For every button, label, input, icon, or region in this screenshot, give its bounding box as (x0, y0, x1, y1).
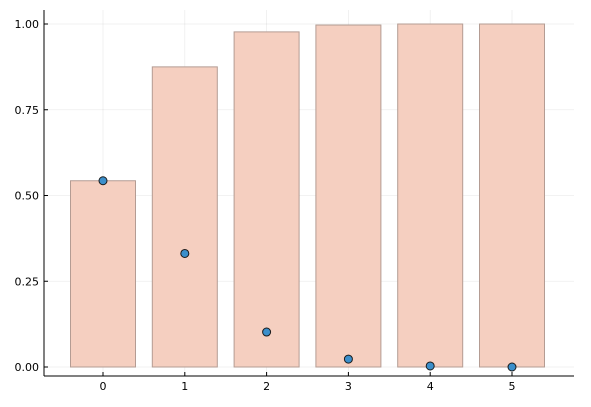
scatter-series (98, 176, 517, 372)
y-tick-label: 1.00 (15, 18, 40, 31)
y-tick-label: 0.25 (15, 275, 40, 288)
bar (151, 66, 218, 368)
scatter-point (180, 248, 190, 258)
bar-series (70, 23, 545, 368)
scatter-point (425, 361, 435, 371)
scatter-point (98, 176, 108, 186)
x-tick-label: 2 (263, 380, 270, 393)
scatter-point (507, 362, 517, 372)
tick-labels: 0.00 0.25 0.50 0.75 1.00 0 1 2 3 4 5 (15, 18, 516, 393)
bar (479, 23, 545, 368)
bar (233, 31, 300, 368)
x-tick-label: 0 (100, 380, 107, 393)
bar (397, 23, 464, 368)
x-tick-label: 3 (345, 380, 352, 393)
bar (70, 180, 136, 368)
scatter-point (262, 327, 272, 337)
x-tick-label: 1 (181, 380, 188, 393)
bar (315, 24, 382, 368)
y-tick-label: 0.75 (15, 104, 40, 117)
scatter-point (343, 354, 353, 364)
axes (43, 10, 574, 377)
x-tick-label: 5 (509, 380, 516, 393)
y-tick-label: 0.50 (15, 190, 40, 203)
x-tick-label: 4 (427, 380, 434, 393)
y-tick-label: 0.00 (15, 361, 40, 374)
